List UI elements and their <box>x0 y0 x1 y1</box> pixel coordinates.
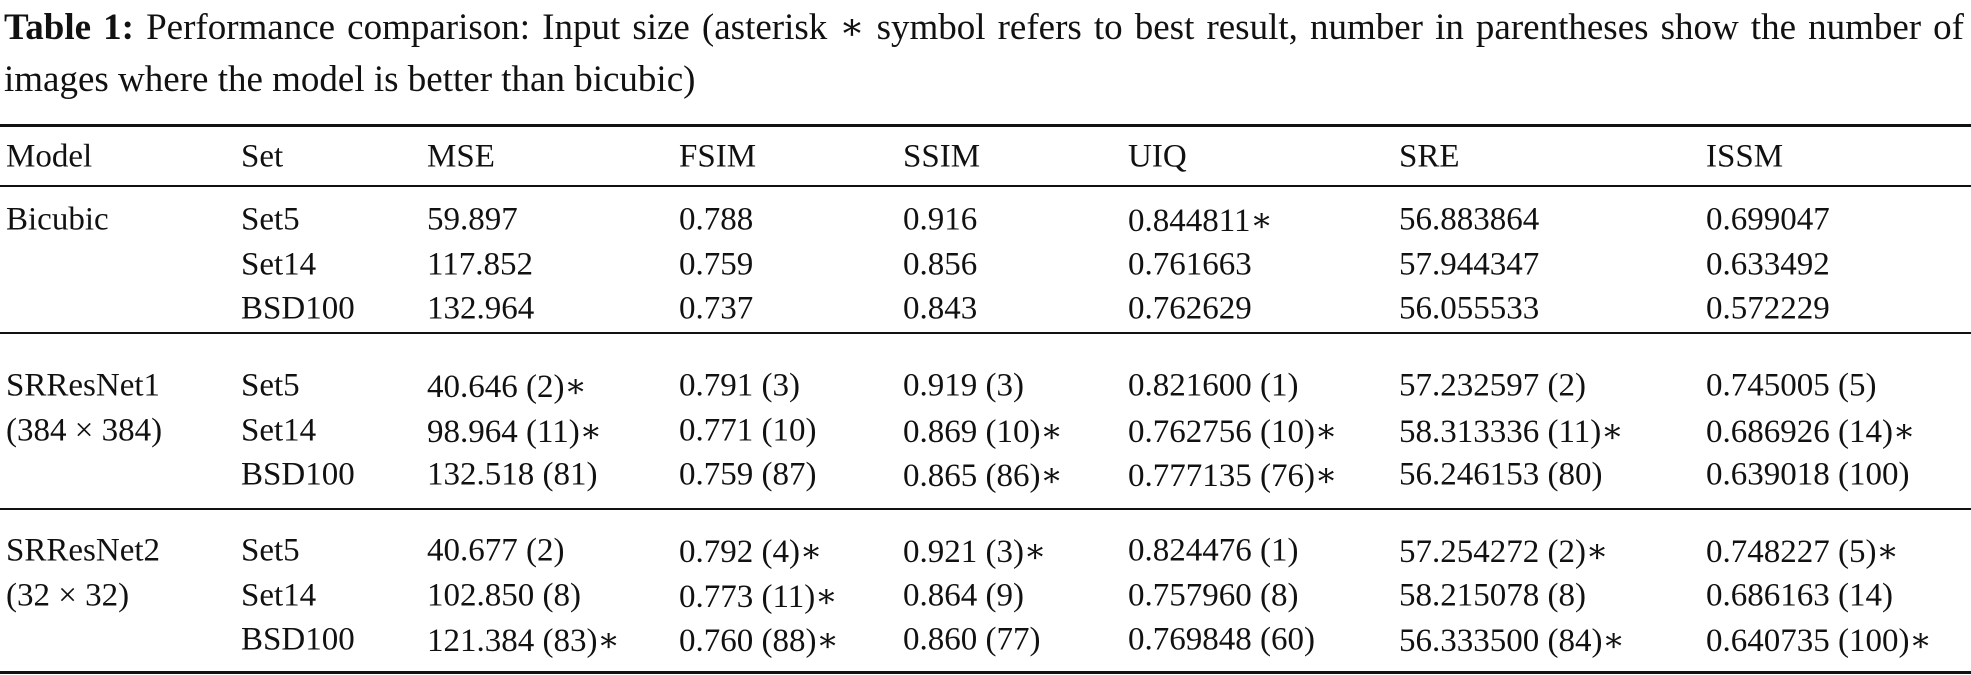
metric-cell: 0.824476 (1) <box>1128 532 1299 569</box>
metric-cell: 0.762629 <box>1128 290 1252 327</box>
metric-cell: 0.821600 (1) <box>1128 367 1299 404</box>
metric-cell: 56.883864 <box>1399 201 1540 238</box>
group-rule <box>0 332 1971 334</box>
metric-cell: 117.852 <box>427 246 534 282</box>
header-cell: Model <box>6 138 93 175</box>
metric-cell: 57.232597 (2) <box>1399 367 1586 404</box>
metric-cell: 0.860 (77) <box>903 621 1041 658</box>
metric-cell: 0.699047 <box>1706 201 1830 238</box>
metric-cell: 56.246153 (80) <box>1399 456 1603 493</box>
metric-cell: 0.771 (10) <box>679 412 817 448</box>
metric-cell: 0.919 (3) <box>903 367 1024 404</box>
metric-cell: 132.518 (81) <box>427 456 598 493</box>
metric-cell: 0.791 (3) <box>679 367 800 404</box>
metric-cell: 0.916 <box>903 201 978 238</box>
metric-cell: 0.864 (9) <box>903 577 1024 613</box>
metric-cell: 0.843 <box>903 290 978 327</box>
metric-cell: 0.856 <box>903 246 978 282</box>
set-name: Set5 <box>241 532 300 569</box>
header-cell: ISSM <box>1706 138 1784 175</box>
set-name: Set5 <box>241 367 300 404</box>
header-cell: MSE <box>427 138 495 175</box>
metric-cell: 0.759 (87) <box>679 456 817 493</box>
metric-cell: 102.850 (8) <box>427 577 581 613</box>
metric-cell: 0.759 <box>679 246 754 282</box>
metric-cell: 0.639018 (100) <box>1706 456 1910 493</box>
set-name: Set14 <box>241 246 317 282</box>
metric-cell: 0.777135 (76)∗ <box>1128 458 1338 494</box>
header-cell: SRE <box>1399 138 1460 175</box>
metric-cell: 0.686163 (14) <box>1706 577 1893 613</box>
metric-cell: 40.677 (2) <box>427 532 565 569</box>
top-rule <box>0 124 1971 127</box>
metric-cell: 57.944347 <box>1399 246 1540 282</box>
metric-cell: 0.760 (88)∗ <box>679 623 839 659</box>
metric-cell: 0.737 <box>679 290 754 327</box>
model-name: SRResNet1 <box>6 367 161 404</box>
set-name: BSD100 <box>241 621 355 658</box>
metric-cell: 0.844811∗ <box>1128 203 1273 239</box>
metric-cell: 40.646 (2)∗ <box>427 369 587 405</box>
metric-cell: 0.865 (86)∗ <box>903 458 1063 494</box>
metric-cell: 0.792 (4)∗ <box>679 534 823 570</box>
metric-cell: 0.869 (10)∗ <box>903 413 1063 450</box>
metric-cell: 0.572229 <box>1706 290 1830 327</box>
header-cell: Set <box>241 138 284 175</box>
header-rule <box>0 185 1971 187</box>
model-name: (384 × 384) <box>6 412 163 448</box>
metric-cell: 0.748227 (5)∗ <box>1706 534 1899 570</box>
metric-cell: 0.921 (3)∗ <box>903 534 1047 570</box>
header-cell: UIQ <box>1128 138 1187 175</box>
header-cell: SSIM <box>903 138 981 175</box>
metric-cell: 0.757960 (8) <box>1128 577 1299 613</box>
set-name: Set14 <box>241 577 317 613</box>
set-name: Set5 <box>241 201 300 238</box>
metric-cell: 98.964 (11)∗ <box>427 413 603 450</box>
model-name: Bicubic <box>6 201 109 238</box>
metric-cell: 0.762756 (10)∗ <box>1128 413 1338 450</box>
metric-cell: 0.745005 (5) <box>1706 367 1877 404</box>
set-name: Set14 <box>241 412 317 448</box>
metric-cell: 132.964 <box>427 290 535 327</box>
set-name: BSD100 <box>241 290 355 327</box>
metric-cell: 0.686926 (14)∗ <box>1706 413 1916 450</box>
metric-cell: 0.769848 (60) <box>1128 621 1315 658</box>
metric-cell: 0.788 <box>679 201 754 238</box>
metric-cell: 56.333500 (84)∗ <box>1399 623 1625 659</box>
metric-cell: 0.761663 <box>1128 246 1252 282</box>
metric-cell: 57.254272 (2)∗ <box>1399 534 1609 570</box>
metric-cell: 58.215078 (8) <box>1399 577 1586 613</box>
metric-cell: 121.384 (83)∗ <box>427 623 620 659</box>
table-caption: Table 1: Performance comparison: Input s… <box>4 2 1964 106</box>
caption-label: Table 1: <box>4 7 134 48</box>
metric-cell: 0.633492 <box>1706 246 1830 282</box>
bottom-rule <box>0 671 1971 674</box>
model-name: (32 × 32) <box>6 577 130 613</box>
set-name: BSD100 <box>241 456 355 493</box>
model-name: SRResNet2 <box>6 532 161 569</box>
metric-cell: 56.055533 <box>1399 290 1540 327</box>
metric-cell: 58.313336 (11)∗ <box>1399 413 1624 450</box>
caption-text: Performance comparison: Input size (aste… <box>4 7 1965 100</box>
metric-cell: 0.773 (11)∗ <box>679 578 838 615</box>
metric-cell: 59.897 <box>427 201 518 238</box>
metric-cell: 0.640735 (100)∗ <box>1706 623 1932 659</box>
group-rule <box>0 508 1971 510</box>
header-cell: FSIM <box>679 138 757 175</box>
